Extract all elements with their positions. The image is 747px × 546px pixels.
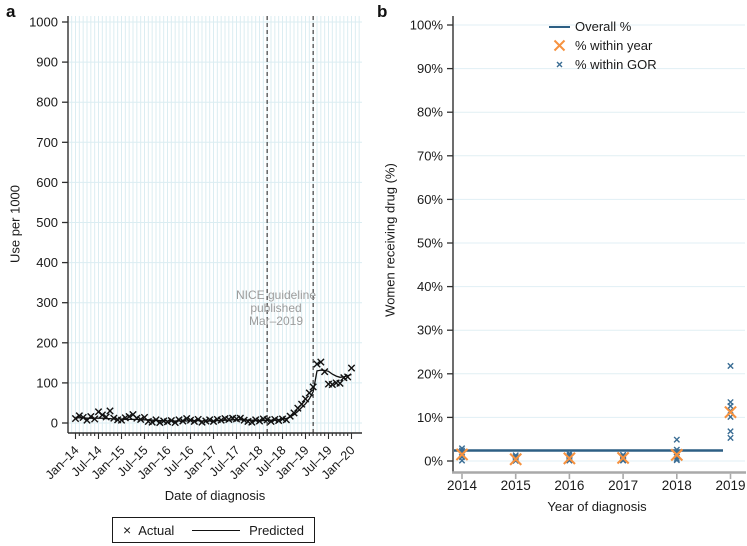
panel-b-x-axis-title: Year of diagnosis bbox=[547, 499, 647, 514]
overall-line-icon bbox=[543, 25, 575, 28]
panel-a-y-tick-label: 1000 bbox=[29, 15, 58, 30]
panel-a-y-axis-title: Use per 1000 bbox=[7, 184, 23, 264]
panel-a-label: a bbox=[6, 2, 16, 21]
panel-a-y-tick-label: 400 bbox=[36, 255, 58, 270]
panel-b-y-tick-label: 70% bbox=[417, 148, 443, 163]
actual-legend-label: Actual bbox=[138, 522, 175, 538]
legend-item-within-year: % within year bbox=[543, 36, 657, 55]
panel-b-y-tick-label: 90% bbox=[417, 61, 443, 76]
panel-b-x-tick-label: 2016 bbox=[554, 478, 584, 493]
panel-b-y-tick-label: 60% bbox=[417, 192, 443, 207]
panel-b-y-tick-label: 50% bbox=[417, 236, 443, 251]
panel-b-x-tick-label: 2014 bbox=[447, 478, 478, 493]
within-year-scatter-series bbox=[455, 405, 737, 466]
panel-b-x-tick-label: 2017 bbox=[608, 478, 638, 493]
panel-a-plot: 01002003004005006007008009001000Jan–14Ju… bbox=[29, 15, 362, 482]
actual-marker-icon: × bbox=[123, 522, 132, 538]
panel-b-y-tick-label: 80% bbox=[417, 105, 443, 120]
panel-a-legend: × Actual Predicted bbox=[112, 517, 315, 543]
panel-a-y-tick-label: 300 bbox=[36, 295, 58, 310]
within-gor-scatter-series bbox=[458, 362, 734, 464]
panel-b-y-tick-label: 20% bbox=[417, 366, 443, 381]
panel-a-y-tick-label: 500 bbox=[36, 215, 58, 230]
annotation-line-2: published bbox=[250, 301, 302, 315]
panel-b-y-tick-label: 30% bbox=[417, 323, 443, 338]
annotation-line-1: NICE guideline bbox=[235, 288, 317, 302]
overall-legend-label: Overall % bbox=[575, 19, 632, 34]
panel-b-x-tick-label: 2015 bbox=[501, 478, 531, 493]
panel-b-y-tick-label: 10% bbox=[417, 410, 443, 425]
panel-a-y-tick-label: 900 bbox=[36, 55, 58, 70]
within-year-legend-label: % within year bbox=[575, 38, 653, 53]
within-year-x-icon bbox=[543, 39, 575, 52]
actual-scatter-series bbox=[71, 358, 356, 427]
panel-b-x-tick-label: 2018 bbox=[662, 478, 692, 493]
nice-guideline-annotation: NICE guideline published Mar–2019 bbox=[216, 289, 336, 328]
panel-a-y-tick-label: 0 bbox=[51, 416, 58, 431]
panel-a-y-tick-label: 200 bbox=[36, 335, 58, 350]
panel-b-plot: 0% 10% 20% 30% 40% 50% 60% 70% 80% 90% 100% 2014 201… bbox=[410, 16, 746, 493]
predicted-line-icon bbox=[192, 529, 241, 531]
annotation-line-3: Mar–2019 bbox=[248, 314, 304, 328]
within-gor-x-icon bbox=[543, 61, 575, 68]
panel-a-y-tick-label: 100 bbox=[36, 375, 58, 390]
panel-b-y-tick-label: 100% bbox=[410, 18, 444, 33]
panel-b-y-axis-title: Women receiving drug (%) bbox=[382, 163, 398, 317]
panel-b-legend: Overall % % within year % within GOR bbox=[543, 17, 657, 74]
panel-a-y-tick-label: 800 bbox=[36, 95, 58, 110]
panel-a-x-axis-title: Date of diagnosis bbox=[164, 488, 266, 503]
panel-b-label: b bbox=[377, 2, 388, 21]
predicted-legend-label: Predicted bbox=[249, 522, 304, 538]
legend-item-overall: Overall % bbox=[543, 17, 657, 36]
panel-a-y-tick-label: 600 bbox=[36, 175, 58, 190]
panel-b-x-tick-label: 2019 bbox=[715, 478, 745, 493]
panel-a-y-tick-label: 700 bbox=[36, 135, 58, 150]
panel-b-y-tick-label: 0% bbox=[424, 454, 443, 469]
legend-item-within-gor: % within GOR bbox=[543, 55, 657, 74]
within-gor-legend-label: % within GOR bbox=[575, 57, 657, 72]
panel-b-y-tick-label: 40% bbox=[417, 279, 443, 294]
